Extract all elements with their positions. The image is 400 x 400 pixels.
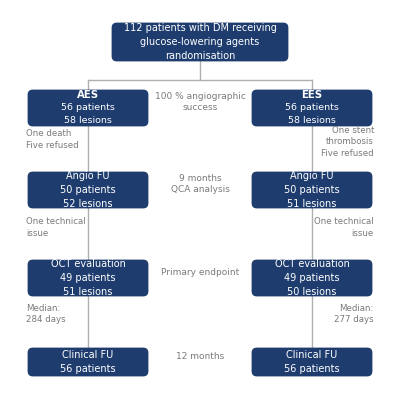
Text: Clinical FU
56 patients: Clinical FU 56 patients	[284, 350, 340, 374]
Text: 56 patients: 56 patients	[61, 104, 115, 112]
FancyBboxPatch shape	[252, 172, 372, 208]
Text: Median:
284 days: Median: 284 days	[26, 304, 66, 324]
FancyBboxPatch shape	[28, 90, 148, 126]
Text: Clinical FU
56 patients: Clinical FU 56 patients	[60, 350, 116, 374]
Text: 9 months
QCA analysis: 9 months QCA analysis	[170, 174, 230, 194]
FancyBboxPatch shape	[28, 172, 148, 208]
Text: AES: AES	[77, 90, 99, 100]
FancyBboxPatch shape	[252, 260, 372, 296]
Text: OCT evaluation
49 patients
50 lesions: OCT evaluation 49 patients 50 lesions	[274, 260, 350, 297]
Text: 12 months: 12 months	[176, 352, 224, 361]
Text: 56 patients: 56 patients	[285, 104, 339, 112]
Text: 58 lesions: 58 lesions	[288, 116, 336, 126]
Text: Median:
277 days: Median: 277 days	[334, 304, 374, 324]
FancyBboxPatch shape	[252, 348, 372, 376]
Text: One death
Five refused: One death Five refused	[26, 129, 79, 150]
Text: One technical
issue: One technical issue	[314, 217, 374, 238]
Text: Primary endpoint: Primary endpoint	[161, 268, 239, 277]
FancyBboxPatch shape	[28, 348, 148, 376]
Text: OCT evaluation
49 patients
51 lesions: OCT evaluation 49 patients 51 lesions	[50, 260, 126, 297]
Text: EES: EES	[302, 90, 322, 100]
Text: 100 % angiographic
success: 100 % angiographic success	[154, 92, 246, 112]
FancyBboxPatch shape	[28, 260, 148, 296]
FancyBboxPatch shape	[112, 22, 288, 61]
FancyBboxPatch shape	[252, 90, 372, 126]
Text: Angio FU
50 patients
52 lesions: Angio FU 50 patients 52 lesions	[60, 171, 116, 209]
Text: One technical
issue: One technical issue	[26, 217, 86, 238]
Text: 58 lesions: 58 lesions	[64, 116, 112, 126]
Text: 112 patients with DM receiving
glucose-lowering agents
randomisation: 112 patients with DM receiving glucose-l…	[124, 23, 276, 61]
Text: One stent
thrombosis
Five refused: One stent thrombosis Five refused	[321, 126, 374, 158]
Text: Angio FU
50 patients
51 lesions: Angio FU 50 patients 51 lesions	[284, 171, 340, 209]
